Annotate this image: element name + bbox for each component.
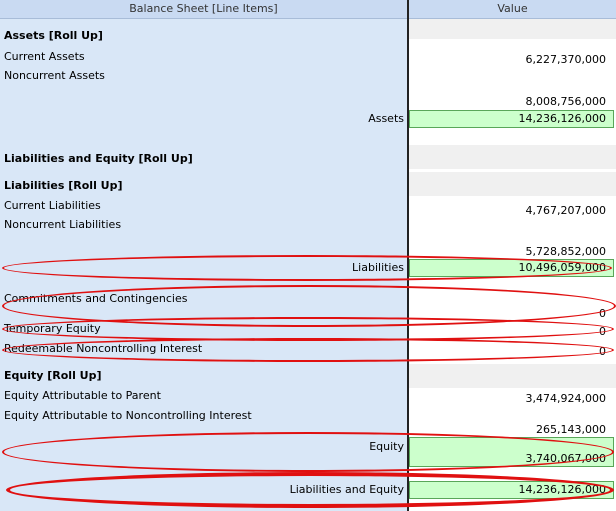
section-value-cell bbox=[409, 145, 616, 169]
equity-parent-value: 3,474,924,000 bbox=[525, 392, 606, 405]
current-assets-label: Current Assets bbox=[4, 50, 85, 63]
assets-total-cell bbox=[409, 110, 614, 128]
current-liabilities-value: 4,767,207,000 bbox=[525, 204, 606, 217]
assets-title: Assets [Roll Up] bbox=[4, 29, 103, 42]
liabilities-title: Liabilities [Roll Up] bbox=[4, 179, 123, 192]
highlight-oval bbox=[6, 472, 614, 508]
assets-total-value: 14,236,126,000 bbox=[518, 112, 606, 125]
highlight-oval bbox=[2, 432, 614, 472]
le-title: Liabilities and Equity [Roll Up] bbox=[4, 152, 193, 165]
section-value-cell bbox=[409, 364, 616, 388]
noncurrent-assets-label: Noncurrent Assets bbox=[4, 69, 105, 82]
equity-nci-value: 265,143,000 bbox=[536, 423, 606, 436]
equity-parent-label: Equity Attributable to Parent bbox=[4, 389, 161, 402]
section-value-cell bbox=[409, 19, 616, 39]
assets-total-label: Assets bbox=[368, 112, 404, 125]
value-column-header: Value bbox=[409, 0, 616, 19]
label-column-header: Balance Sheet [Line Items] bbox=[0, 0, 407, 19]
commitments-value: 0 bbox=[599, 307, 606, 320]
noncurrent-liabilities-value: 5,728,852,000 bbox=[525, 245, 606, 258]
section-value-cell bbox=[409, 172, 616, 196]
highlight-oval bbox=[2, 338, 614, 362]
current-assets-value: 6,227,370,000 bbox=[525, 53, 606, 66]
noncurrent-assets-value: 8,008,756,000 bbox=[525, 95, 606, 108]
current-liabilities-label: Current Liabilities bbox=[4, 199, 101, 212]
equity-title: Equity [Roll Up] bbox=[4, 369, 102, 382]
noncurrent-liabilities-label: Noncurrent Liabilities bbox=[4, 218, 122, 231]
highlight-oval bbox=[2, 255, 612, 281]
equity-nci-label: Equity Attributable to Noncontrolling In… bbox=[4, 409, 252, 422]
